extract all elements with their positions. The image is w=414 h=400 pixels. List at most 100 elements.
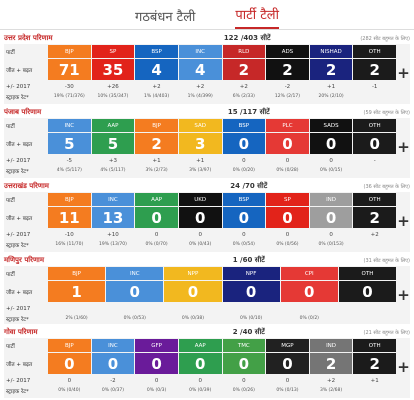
tab-alliance-tally[interactable]: गठबंधन टैली bbox=[135, 10, 196, 25]
result-section: मणिपुर परिणाम 1 /60 सीटें (31 सीट बहुमत के… bbox=[4, 255, 410, 324]
result-section: पंजाब परिणाम 15 /117 सीटें (59 सीट बहुमत क… bbox=[4, 107, 410, 178]
row-strike: स्ट्राइक रेट* 4% (5/117) 4% (5/117) 3% (2/7… bbox=[4, 166, 396, 175]
party-seats: 5 bbox=[48, 133, 91, 154]
party-cells: 0 -2 0 0 0 0 +2 +1 bbox=[48, 376, 396, 385]
party-seats: 2 bbox=[222, 59, 266, 80]
majority-note: (36 सीट बहुमत के लिए) bbox=[363, 183, 410, 190]
party-change: -10 bbox=[64, 231, 74, 238]
party-name: BJP bbox=[48, 339, 91, 352]
row-label: स्ट्राइक रेट* bbox=[6, 388, 29, 395]
party-name: NPF bbox=[222, 267, 280, 280]
party-name: SAD bbox=[178, 119, 222, 132]
party-name: BSP bbox=[222, 193, 266, 206]
party-seats: 4 bbox=[135, 59, 178, 80]
party-strike-rate: 3% (2/73) bbox=[145, 168, 168, 173]
party-name: AAP bbox=[91, 119, 135, 132]
row-label: पार्टी bbox=[6, 123, 15, 130]
party-seats: 13 bbox=[91, 207, 135, 228]
seat-count: 122 /403 सीटें bbox=[223, 34, 271, 42]
section-header: उत्तराखंड परिणाम 24 /70 सीटें (36 सीट बहुम… bbox=[4, 181, 410, 192]
row-strike: स्ट्राइक रेट* 0% (0/40) 0% (0/37) 0% (0/3) 0… bbox=[4, 386, 396, 395]
party-change: +2 bbox=[196, 83, 205, 90]
expand-plus-button[interactable]: + bbox=[397, 212, 410, 230]
party-name: BSP bbox=[222, 119, 266, 132]
seat-count: 2 /40 सीटें bbox=[232, 328, 265, 336]
tab-party-tally[interactable]: पार्टी टैली bbox=[235, 5, 279, 29]
party-strike-rate: 19% (71/376) bbox=[53, 94, 85, 99]
row-label: जीत + बढ़त bbox=[6, 141, 33, 148]
party-change: +1 bbox=[370, 377, 379, 384]
row-change: +/- 2017 -30 +26 +2 +2 +2 -2 +1 -1 bbox=[4, 82, 396, 91]
party-strike-rate: 0% (0/70) bbox=[145, 242, 168, 247]
row-label: +/- 2017 bbox=[6, 157, 31, 164]
party-seats: 2 bbox=[266, 59, 309, 80]
party-seats: 0 bbox=[178, 207, 222, 228]
party-strike-rate: 3% (2/68) bbox=[319, 388, 343, 393]
party-strike-rate: 0% (0/15) bbox=[319, 168, 343, 173]
party-seats: 0 bbox=[106, 281, 164, 302]
party-name: INC bbox=[106, 267, 164, 280]
party-cells: BJP INC AAP UKD BSP SP IND OTH bbox=[48, 193, 396, 206]
party-strike-rate: 0% (0/54) bbox=[232, 242, 255, 247]
expand-plus-button[interactable]: + bbox=[397, 138, 410, 156]
row-change: +/- 2017 -10 +10 0 0 0 0 0 +2 bbox=[4, 230, 396, 239]
party-cells: BJP INC NPP NPF CPI OTH bbox=[48, 267, 397, 280]
party-change: +2 bbox=[152, 83, 161, 90]
party-change: -2 bbox=[110, 377, 116, 384]
expand-plus-button[interactable]: + bbox=[397, 64, 410, 82]
party-strike-rate: 0% (0/39) bbox=[189, 388, 212, 393]
party-cells: INC AAP BJP SAD BSP PLC SADS OTH bbox=[48, 119, 396, 132]
row-label: +/- 2017 bbox=[6, 305, 31, 312]
party-change: 0 bbox=[285, 157, 290, 164]
party-name: PLC bbox=[266, 119, 309, 132]
party-seats: 0 bbox=[338, 281, 397, 302]
party-name: NISHAD bbox=[309, 45, 353, 58]
party-cells: 0% (0/40) 0% (0/37) 0% (0/3) 0% (0/39) 0% (0… bbox=[48, 386, 396, 395]
party-strike-rate: 0% (0/38) bbox=[181, 316, 205, 321]
party-seats: 2 bbox=[309, 59, 353, 80]
party-strike-rate bbox=[353, 92, 396, 101]
majority-note: (21 सीट बहुमत के लिए) bbox=[363, 329, 410, 336]
party-seats: 0 bbox=[164, 281, 222, 302]
seat-count: 15 /117 सीटें bbox=[227, 108, 270, 116]
party-change: 0 bbox=[285, 377, 290, 384]
row-label: जीत + बढ़त bbox=[6, 67, 33, 74]
party-seats: 4 bbox=[178, 59, 222, 80]
tally-tabs: गठबंधन टैली पार्टी टैली bbox=[0, 0, 414, 30]
party-name: AAP bbox=[135, 193, 178, 206]
party-change: 0 bbox=[154, 377, 159, 384]
seat-count: 24 /70 सीटें bbox=[230, 182, 268, 190]
party-strike-rate: 0% (0/20) bbox=[232, 168, 255, 173]
row-change: +/- 2017 0 -2 0 0 0 0 +2 +1 bbox=[4, 376, 396, 385]
expand-plus-button[interactable]: + bbox=[397, 358, 410, 376]
party-change bbox=[106, 304, 163, 313]
party-change: 0 bbox=[242, 377, 246, 384]
party-strike-rate: 10% (35/347) bbox=[97, 94, 129, 99]
party-change: +26 bbox=[107, 83, 119, 90]
row-change: +/- 2017 -5 +3 +1 +1 0 0 0 - bbox=[4, 156, 396, 165]
party-name: TMC bbox=[222, 339, 266, 352]
party-cells: -30 +26 +2 +2 +2 -2 +1 -1 bbox=[48, 82, 396, 91]
party-change: -2 bbox=[284, 83, 291, 90]
party-name: MGP bbox=[266, 339, 309, 352]
row-party: पार्टी BJP INC GFP AAP TMC MGP IND OTH bbox=[4, 339, 396, 352]
party-cells: 16% (11/70) 19% (13/70) 0% (0/70) 0% (0/43)… bbox=[48, 240, 396, 249]
party-seats: 0 bbox=[48, 353, 91, 374]
party-strike-rate bbox=[353, 166, 396, 175]
row-label: +/- 2017 bbox=[6, 83, 31, 90]
section-title: पंजाब परिणाम bbox=[4, 108, 42, 116]
party-strike-rate: 0% (0/37) bbox=[101, 388, 125, 393]
row-won-lead: जीत + बढ़त 0 0 0 0 0 0 2 2 bbox=[4, 353, 396, 374]
party-strike-rate: 0% (0/53) bbox=[123, 316, 146, 321]
expand-plus-button[interactable]: + bbox=[397, 286, 410, 304]
party-seats: 0 bbox=[135, 353, 178, 374]
row-label: पार्टी bbox=[6, 271, 15, 278]
party-change: +2 bbox=[239, 83, 248, 90]
party-strike-rate: 20% (2/10) bbox=[318, 94, 344, 99]
party-name: BJP bbox=[48, 193, 91, 206]
party-seats: 0 bbox=[309, 133, 353, 154]
party-name: INC bbox=[178, 45, 222, 58]
row-label: स्ट्राइक रेट* bbox=[6, 316, 29, 323]
